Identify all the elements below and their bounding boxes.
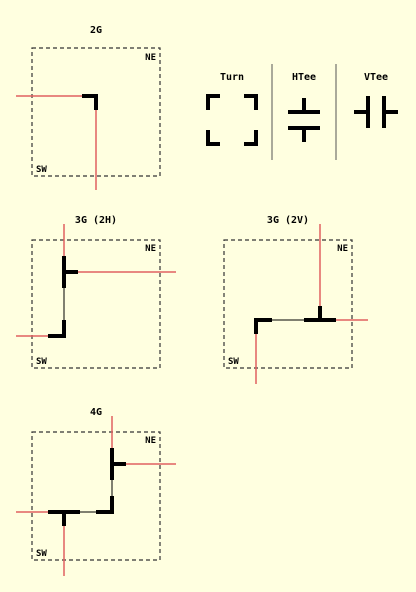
panel-3g-2v-box [223, 239, 353, 369]
panel-2g-title: 2G [90, 25, 102, 36]
panel-2g-ne-label: NE [145, 53, 156, 63]
panel-3g-2v-htee-glyph [304, 306, 336, 322]
legend-turn-label: Turn [220, 72, 244, 83]
panel-3g-2h-title: 3G (2H) [75, 215, 117, 226]
panel-4g: 4G NE SW [16, 407, 176, 576]
panel-2g: 2G NE SW [16, 25, 161, 190]
panel-4g-ne-label: NE [145, 436, 156, 446]
panel-4g-box [31, 431, 161, 561]
legend: Turn HTee VTee [206, 64, 398, 160]
panel-3g-2h-vtee-glyph [62, 256, 78, 288]
panel-3g-2h: 3G (2H) NE SW [16, 215, 176, 369]
legend-htee-label: HTee [292, 72, 316, 83]
legend-htee-glyph [288, 98, 320, 142]
panel-3g-2v-turn-glyph [254, 318, 272, 334]
panel-3g-2v-sw-label: SW [228, 357, 239, 367]
legend-turn-glyph [206, 94, 258, 146]
panel-2g-box [31, 47, 161, 177]
panel-3g-2h-sw-label: SW [36, 357, 47, 367]
panel-3g-2v-title: 3G (2V) [267, 215, 309, 226]
panel-2g-turn-glyph [82, 94, 98, 110]
panel-3g-2v-ne-label: NE [337, 244, 348, 254]
panel-4g-sw-label: SW [36, 549, 47, 559]
panel-4g-turn-glyph [96, 496, 114, 514]
panel-4g-vtee-glyph [110, 448, 126, 480]
panel-3g-2h-turn-glyph [48, 320, 66, 338]
panel-4g-title: 4G [90, 407, 102, 418]
legend-vtee-glyph [354, 96, 398, 128]
panel-3g-2h-box [31, 239, 161, 369]
legend-vtee-label: VTee [364, 72, 388, 83]
panel-3g-2v: 3G (2V) NE SW [223, 215, 368, 384]
panel-4g-htee-glyph [48, 510, 80, 526]
panel-3g-2h-ne-label: NE [145, 244, 156, 254]
panel-2g-sw-label: SW [36, 165, 47, 175]
